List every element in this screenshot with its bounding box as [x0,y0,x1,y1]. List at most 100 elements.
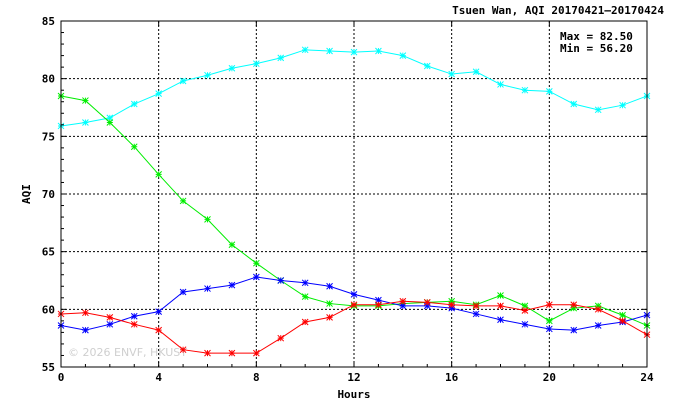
data-point [521,307,529,314]
series-group [57,46,651,357]
data-point [179,288,187,296]
data-point [545,317,553,325]
data-point [82,97,89,104]
axis-ticks: 0 4 8 12 16 20 24 55 60 65 70 75 80 85 [42,15,654,384]
data-point [375,47,382,55]
data-point [472,68,480,76]
x-tick-label: 24 [640,371,654,384]
data-point [130,312,138,320]
x-tick-label: 8 [253,371,260,384]
data-point [594,302,602,310]
y-tick-label: 60 [42,303,55,316]
data-point [472,302,480,310]
data-point [155,308,163,315]
data-point [594,106,602,114]
data-point [619,311,626,319]
data-point [130,100,138,108]
data-point [106,119,114,126]
data-point [179,346,187,354]
data-point [228,349,236,357]
data-point [399,52,407,59]
x-tick-label: 12 [347,371,360,384]
data-point [570,301,578,309]
data-point [497,292,504,299]
data-point [521,320,529,328]
data-point [472,310,480,318]
data-point [448,70,456,78]
data-point [326,300,333,307]
data-point [448,301,456,309]
data-point [252,259,260,267]
stat-min: Min = 56.20 [560,42,633,55]
x-axis-label: Hours [337,388,370,401]
x-tick-label: 4 [155,371,162,384]
watermark: © 2026 ENVF, HKUST [68,346,187,359]
data-point [301,318,309,326]
data-point [82,309,89,317]
y-tick-label: 75 [42,130,55,143]
data-point [106,320,114,328]
data-point [521,86,529,94]
data-point [252,60,260,68]
data-point [252,349,260,357]
data-point [350,301,358,309]
data-point [399,302,407,310]
data-point [448,304,456,312]
grid-lines [61,21,647,367]
data-point [326,314,333,321]
data-point [130,143,138,151]
data-point [277,334,285,342]
data-point [448,297,456,305]
y-axis-label: AQI [20,184,33,204]
data-point [301,293,309,301]
data-point [570,326,578,334]
x-tick-label: 20 [543,371,556,384]
data-point [521,302,529,310]
data-point [594,322,602,329]
data-point [204,71,211,79]
data-point [497,316,504,324]
data-point [350,48,358,56]
data-point [497,81,504,88]
data-point [179,77,187,85]
data-point [155,90,163,98]
y-tick-label: 85 [42,15,55,28]
stat-max: Max = 82.50 [560,30,633,43]
data-point [326,282,333,290]
data-point [423,299,431,306]
data-point [106,114,114,122]
data-point [423,302,431,310]
y-tick-label: 70 [42,188,55,201]
data-point [155,326,163,334]
data-point [497,302,504,310]
x-tick-label: 0 [58,371,65,384]
data-point [228,241,236,249]
data-point [619,317,626,325]
y-tick-label: 80 [42,73,55,86]
data-point [619,101,626,109]
x-tick-label: 16 [445,371,459,384]
data-point [326,47,333,55]
data-point [594,305,602,313]
chart-title: Tsuen Wan, AQI 20170421–20170424 [452,4,664,17]
y-tick-label: 65 [42,246,55,259]
data-point [179,197,187,205]
data-point [106,314,114,321]
data-point [82,119,89,126]
data-point [155,171,163,178]
data-point [570,304,578,312]
data-point [545,325,553,333]
data-point [228,64,236,72]
data-point [301,279,309,287]
data-point [204,285,211,292]
y-tick-label: 55 [42,361,55,374]
data-point [545,87,553,95]
data-point [252,273,260,281]
data-point [545,301,553,309]
data-point [277,277,285,284]
data-point [204,216,211,223]
data-point [375,301,382,309]
data-point [277,54,285,62]
data-point [423,62,431,70]
